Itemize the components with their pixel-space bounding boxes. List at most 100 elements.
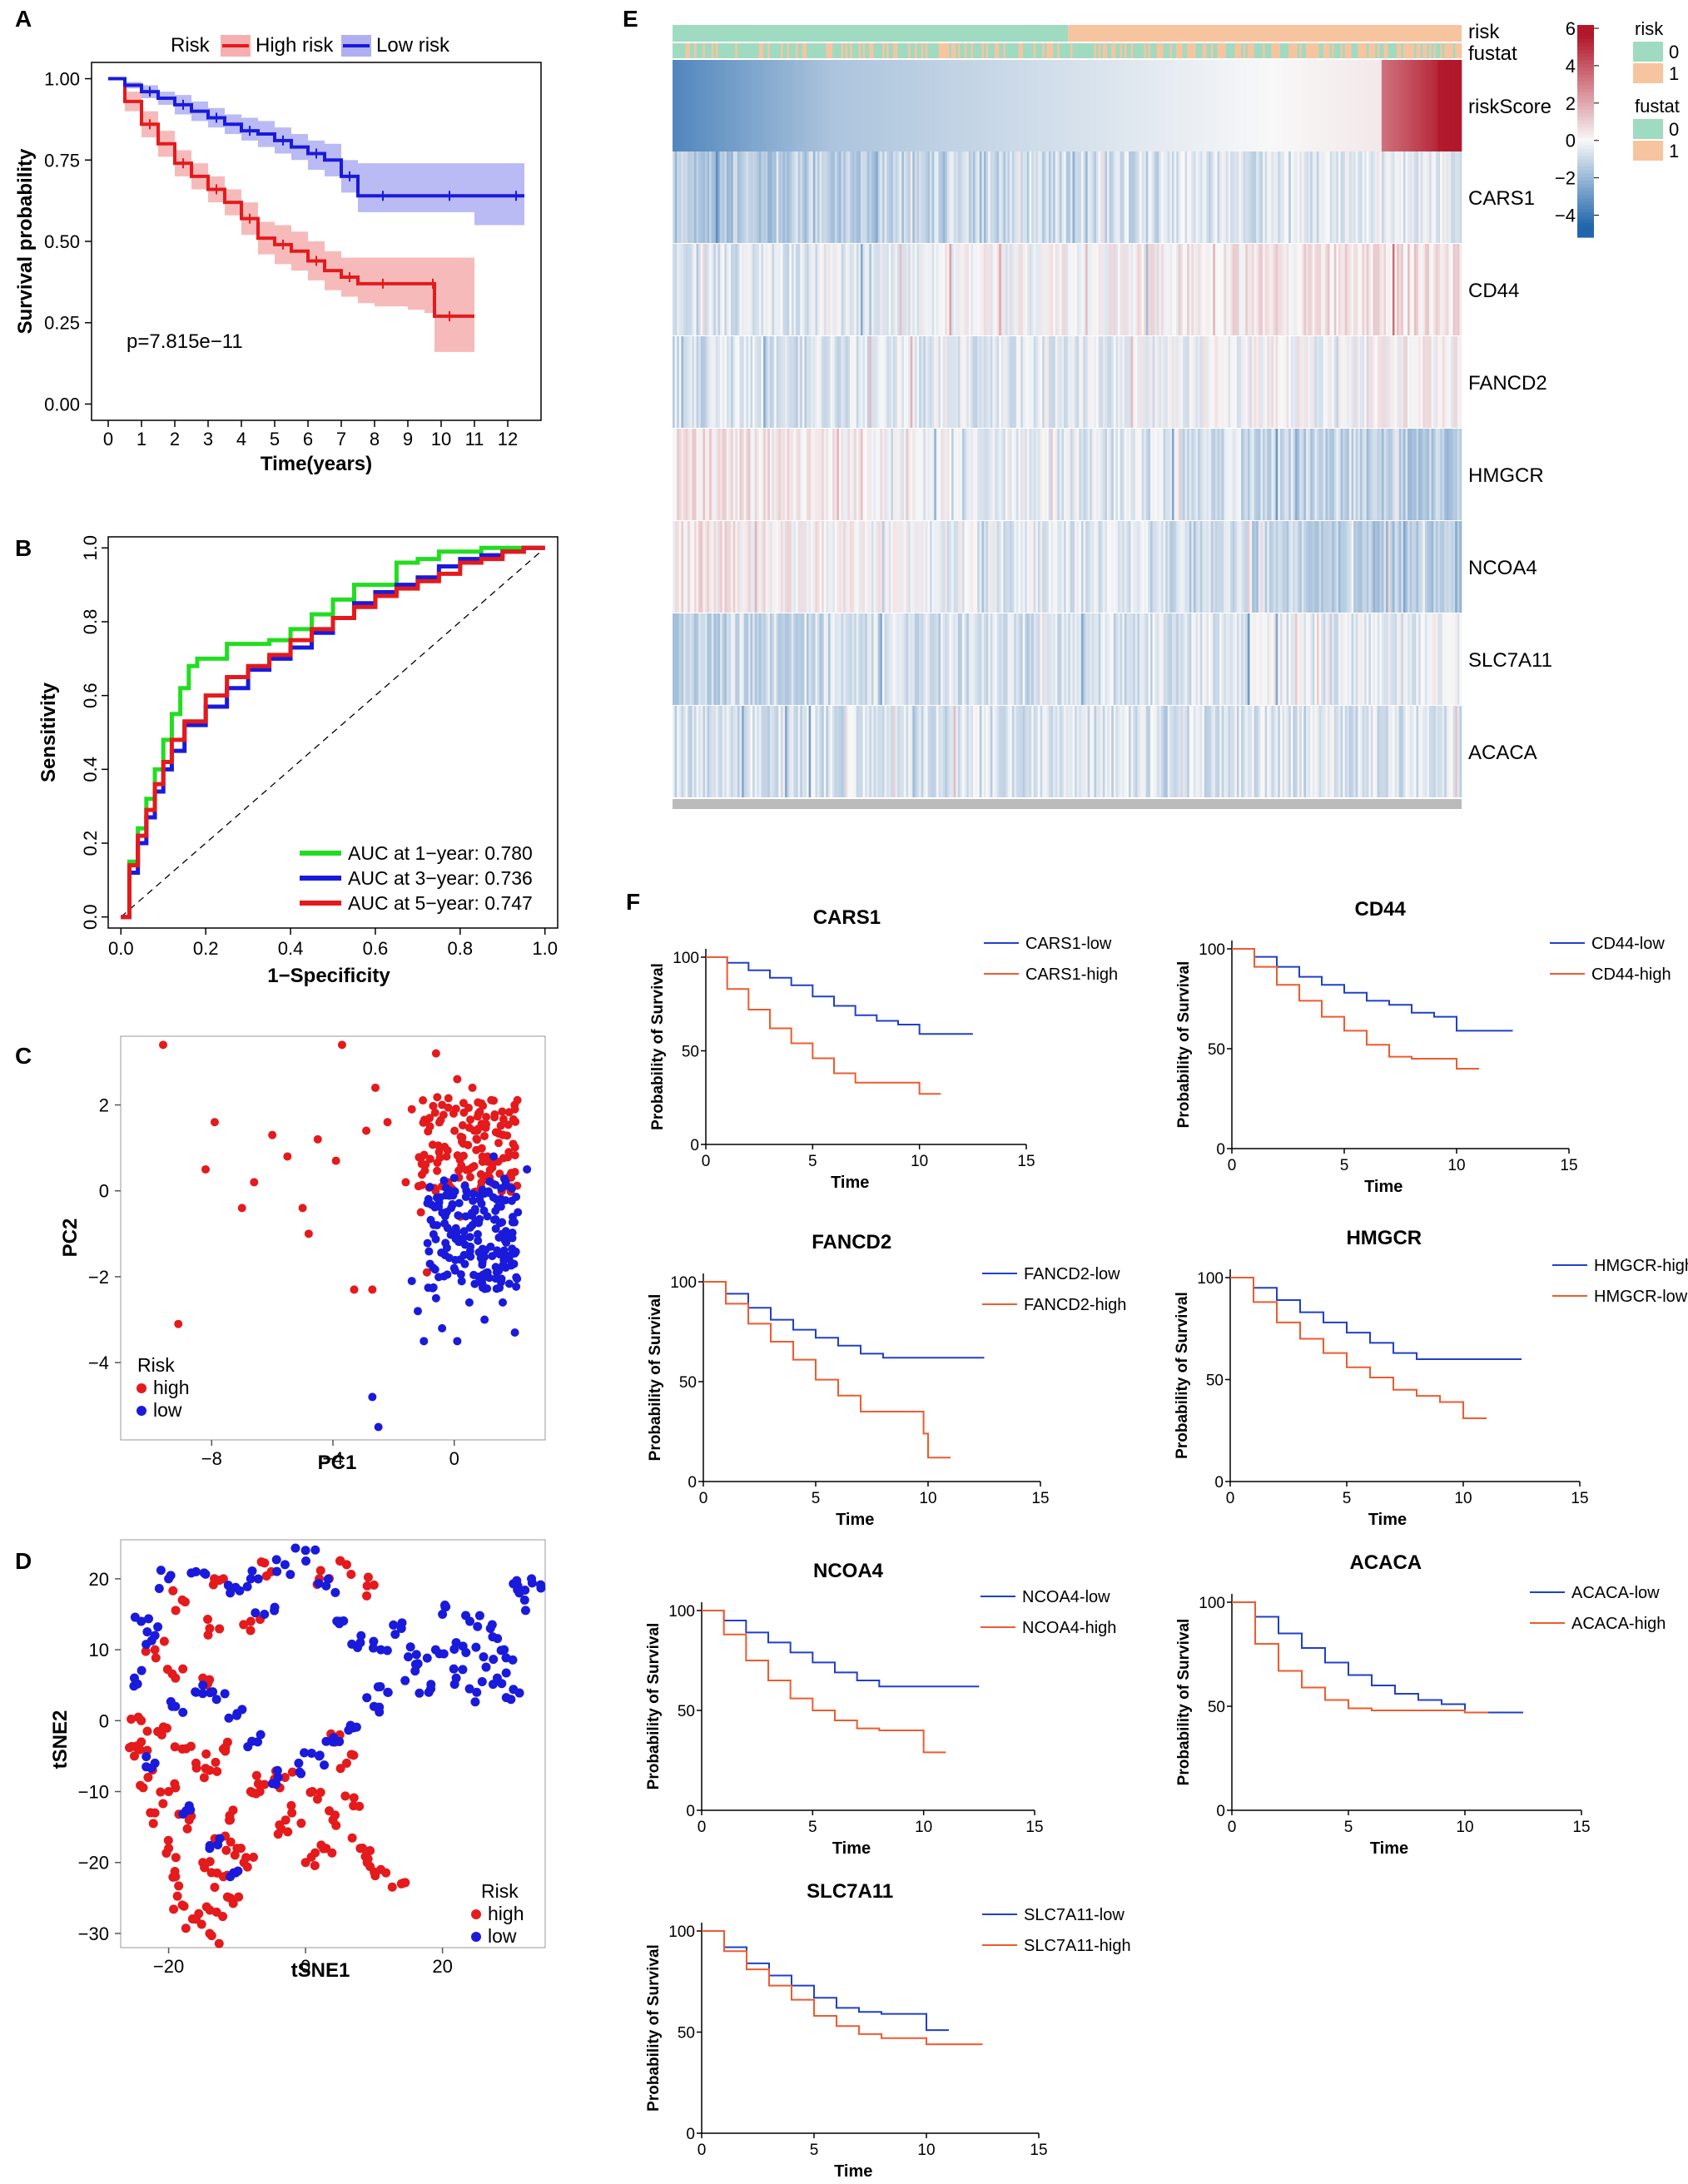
heatmap-cell [949, 706, 952, 797]
heatmap-cell [1241, 244, 1244, 335]
fustat-cell [1236, 43, 1239, 58]
heatmap-cell [1355, 60, 1358, 151]
heatmap-cell [674, 613, 678, 705]
heatmap-cell [1033, 244, 1036, 335]
fustat-cell [1314, 43, 1318, 58]
heatmap-cell [992, 521, 995, 613]
heatmap-cell [1228, 429, 1231, 520]
heatmap-cell [1025, 613, 1028, 705]
heatmap-cell [688, 151, 691, 243]
heatmap-cell [960, 521, 963, 613]
fustat-cell [689, 43, 693, 58]
scatter-point [488, 1680, 498, 1690]
heatmap-cell [1035, 613, 1039, 705]
heatmap-cell [925, 613, 928, 705]
heatmap-cell [677, 60, 680, 151]
heatmap-cell [789, 60, 792, 151]
colorbar-step [1577, 173, 1594, 178]
heatmap-cell [1284, 336, 1287, 428]
scatter-point [498, 1218, 507, 1227]
heatmap-cell [1256, 151, 1259, 243]
heatmap-cell [1180, 706, 1184, 797]
heatmap-cell [828, 244, 831, 335]
heatmap-cell [1442, 706, 1445, 797]
km-curve [703, 1281, 951, 1459]
heatmap-cell [724, 60, 727, 151]
heatmap-cell [1284, 521, 1287, 613]
heatmap-cell [1219, 613, 1223, 705]
panel-letter: E [623, 6, 638, 32]
scatter-point [306, 1748, 316, 1758]
heatmap-cell [1314, 336, 1318, 428]
heatmap-cell [1042, 336, 1045, 428]
heatmap-cell [930, 336, 932, 428]
heatmap-cell [862, 60, 866, 151]
fustat-cell [1011, 43, 1015, 58]
heatmap-cell [822, 613, 825, 705]
fustat-cell [1278, 43, 1281, 58]
heatmap-cell [812, 706, 816, 797]
heatmap-cell [750, 613, 753, 705]
heatmap-cell [1442, 429, 1445, 520]
heatmap-cell [866, 60, 870, 151]
heatmap-cell [1451, 521, 1453, 613]
heatmap-cell [1204, 706, 1207, 797]
heatmap-cell [946, 336, 950, 428]
heatmap-cell [841, 706, 844, 797]
heatmap-cell [1329, 521, 1333, 613]
heatmap-cell [1176, 706, 1179, 797]
scatter-point [510, 1248, 519, 1258]
colorbar-step [1577, 148, 1594, 153]
heatmap-cell [1098, 521, 1101, 613]
fustat-cell [1137, 43, 1140, 58]
heatmap-cell [1061, 521, 1065, 613]
heatmap-cell [1312, 706, 1315, 797]
fustat-cell [910, 43, 913, 58]
heatmap-cell [1007, 244, 1010, 335]
heatmap-cell [1386, 151, 1388, 243]
scatter-point [415, 1688, 424, 1698]
heatmap-cell [837, 521, 840, 613]
heatmap-cell [1433, 613, 1437, 705]
heatmap-cell [1457, 244, 1460, 335]
fustat-cell [873, 43, 876, 58]
fustat-cell [1301, 43, 1304, 58]
heatmap-cell [1446, 521, 1449, 613]
heatmap-cell [941, 244, 943, 335]
heatmap-cell [1018, 613, 1021, 705]
heatmap-cell [1381, 706, 1384, 797]
heatmap-cell [996, 521, 1000, 613]
heatmap-cell [876, 60, 879, 151]
heatmap-cell [1451, 429, 1453, 520]
scatter-point [148, 1819, 158, 1829]
y-tick-label: −10 [78, 1782, 109, 1803]
heatmap-cell [1042, 521, 1045, 613]
x-tick-label: −4 [322, 1448, 343, 1469]
heatmap-cell [1102, 613, 1105, 705]
colorbar-step [1577, 138, 1594, 142]
heatmap-cell [901, 244, 905, 335]
heatmap-cell [838, 336, 842, 428]
heatmap-cell [1305, 429, 1308, 520]
scatter-point [484, 1189, 494, 1198]
heatmap-cell [925, 521, 928, 613]
heatmap-cell [1347, 521, 1350, 613]
heatmap-cell [1174, 151, 1177, 243]
heatmap-cell [1129, 521, 1131, 613]
heatmap-cell [1213, 706, 1216, 797]
colorbar-step [1577, 32, 1594, 37]
heatmap-cell [1413, 521, 1417, 613]
heatmap-cell [856, 521, 859, 613]
heatmap-cell [1405, 429, 1408, 520]
heatmap-cell [1152, 244, 1155, 335]
fustat-cell [1297, 43, 1300, 58]
heatmap-cell [674, 60, 678, 151]
heatmap-cell [1214, 336, 1218, 428]
heatmap-cell [1440, 60, 1442, 151]
heatmap-cell [747, 151, 751, 243]
x-tick-label: 10 [1456, 1819, 1473, 1836]
heatmap-cell [897, 244, 901, 335]
fustat-cell [703, 43, 706, 58]
heatmap-cell [1329, 613, 1333, 705]
